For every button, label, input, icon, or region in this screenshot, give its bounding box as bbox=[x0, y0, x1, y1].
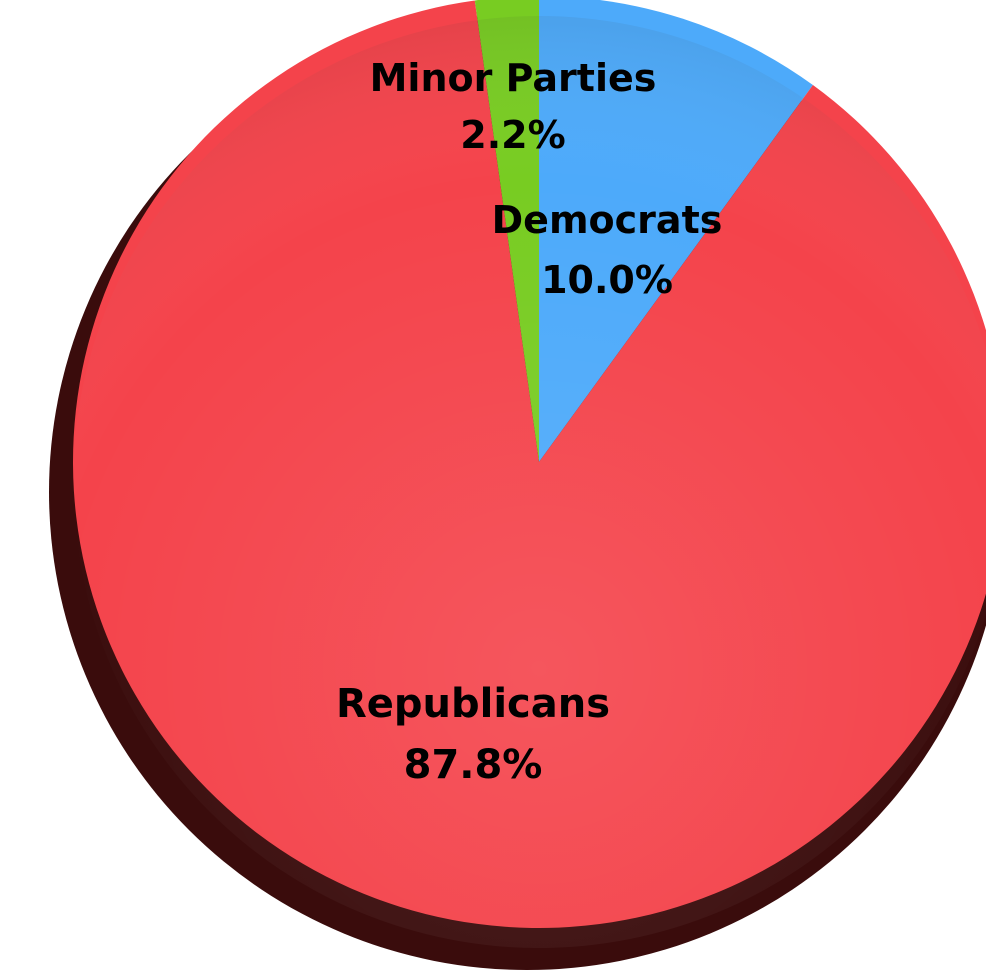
slice-label-democrats: Democrats bbox=[492, 198, 723, 242]
slice-value-democrats: 10.0% bbox=[541, 258, 673, 302]
slice-labels: Democrats 10.0% Republicans 87.8% Minor … bbox=[336, 56, 722, 788]
slice-value-minor-parties: 2.2% bbox=[460, 113, 565, 157]
slice-label-republicans: Republicans bbox=[336, 681, 610, 727]
slice-label-minor-parties: Minor Parties bbox=[370, 56, 657, 100]
slice-value-republicans: 87.8% bbox=[404, 742, 543, 788]
